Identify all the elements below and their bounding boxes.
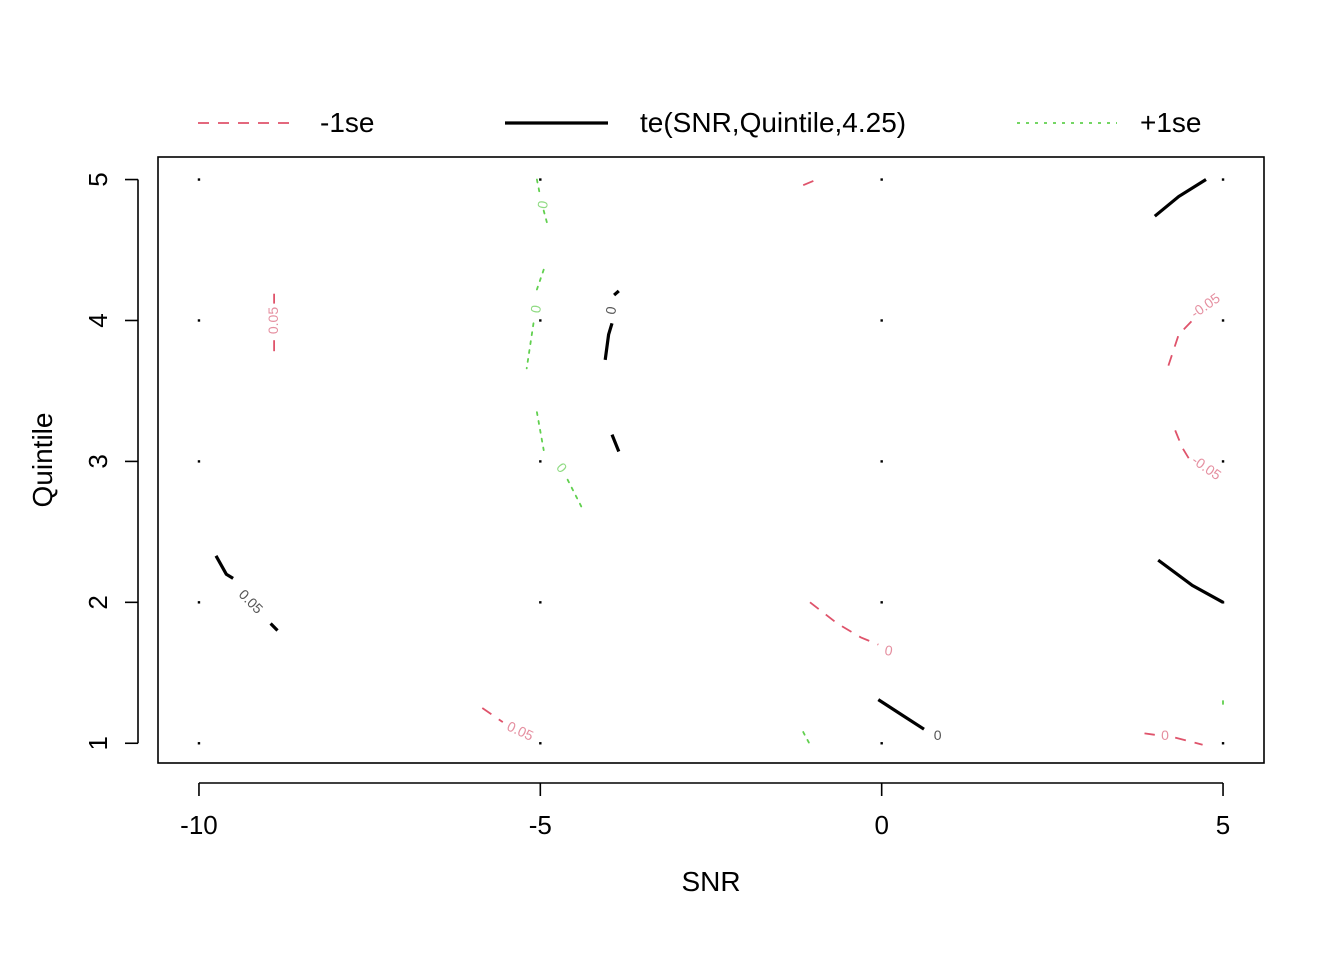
contour-label-minus: -0.05	[1189, 452, 1224, 484]
grid-point	[1221, 319, 1225, 322]
grid-point	[539, 319, 542, 322]
y-axis-label: Quintile	[27, 413, 58, 508]
grid-point	[197, 178, 201, 181]
contour-line-minus	[481, 707, 504, 723]
grid-point	[197, 742, 201, 745]
contour-line-minus	[1144, 732, 1155, 736]
grid-point	[1221, 178, 1225, 181]
contour-label-minus: 0.05	[265, 307, 281, 334]
contour-line-plus	[802, 731, 811, 746]
grid-point	[539, 178, 542, 181]
grid-point	[197, 319, 201, 322]
contour-line-fit	[1157, 558, 1224, 604]
contour-line-plus	[566, 478, 583, 508]
grid-point	[1221, 742, 1225, 745]
x-tick-label: -5	[529, 810, 552, 840]
contour-line-minus	[1167, 319, 1193, 366]
contour-line-minus	[802, 178, 818, 187]
contour-line-plus	[536, 268, 545, 291]
contour-label-minus: -0.05	[1188, 289, 1223, 321]
contour-label-plus: 0	[553, 459, 570, 475]
x-axis: -10 -5 0 5	[180, 782, 1230, 840]
grid-point	[197, 601, 201, 604]
x-tick-label: 5	[1216, 810, 1230, 840]
grid-point	[539, 742, 542, 745]
y-tick-label: 4	[83, 313, 113, 327]
plot-frame	[157, 156, 1265, 764]
y-tick-label: 2	[83, 595, 113, 609]
y-tick-label: 1	[83, 736, 113, 750]
contour-line-fit	[214, 555, 234, 580]
contour-line-minus	[1174, 736, 1203, 746]
legend-label: te(SNR,Quintile,4.25)	[640, 107, 906, 138]
legend-label: +1se	[1140, 107, 1202, 138]
contour-line-plus	[536, 178, 542, 198]
grid-point	[880, 601, 883, 604]
contour-line-fit	[603, 322, 614, 361]
contour-label-fit: 0	[602, 305, 619, 316]
grid-point	[880, 742, 883, 745]
y-tick-label: 5	[83, 172, 113, 186]
grid-point	[880, 319, 883, 322]
contour-line-fit	[269, 622, 279, 632]
contour-label-fit: 0	[934, 727, 942, 743]
contour-line-minus	[1174, 430, 1190, 460]
grid-point	[539, 460, 542, 463]
contour-line-fit	[877, 698, 925, 731]
contour-line-plus	[525, 322, 535, 370]
grid-points	[197, 178, 1225, 745]
contour-label-minus: 0.05	[505, 718, 537, 744]
contour-label-fit: 0.05	[236, 586, 267, 617]
contour-line-fit	[613, 289, 620, 297]
grid-point	[880, 460, 883, 463]
contour-line-fit	[1153, 178, 1207, 218]
grid-point	[197, 460, 201, 463]
x-tick-label: 0	[874, 810, 888, 840]
contour-label-minus: 0	[884, 642, 895, 659]
contour-labels: 0.05 0 0.05 0 -0.05 -0.05 0.05 0 0 0 0 0	[236, 199, 1225, 744]
legend: -1se te(SNR,Quintile,4.25) +1se	[198, 107, 1202, 138]
contour-label-plus: 0	[527, 304, 544, 315]
grid-point	[880, 178, 883, 181]
grid-point	[539, 601, 542, 604]
legend-label: -1se	[320, 107, 374, 138]
contour-line-fit	[610, 434, 621, 453]
contour-label-minus: 0	[1161, 727, 1169, 743]
contour-line-plus	[536, 411, 545, 452]
grid-point	[1221, 601, 1225, 604]
grid-point	[1221, 460, 1225, 463]
contour-label-plus: 0	[534, 199, 551, 210]
x-axis-label: SNR	[681, 866, 740, 897]
y-tick-label: 3	[83, 454, 113, 468]
y-axis: 1 2 3 4 5	[83, 172, 139, 751]
contour-line-minus	[809, 601, 879, 646]
contour-line-plus	[542, 209, 548, 225]
contour-lines	[214, 178, 1224, 746]
x-tick-label: -10	[180, 810, 218, 840]
